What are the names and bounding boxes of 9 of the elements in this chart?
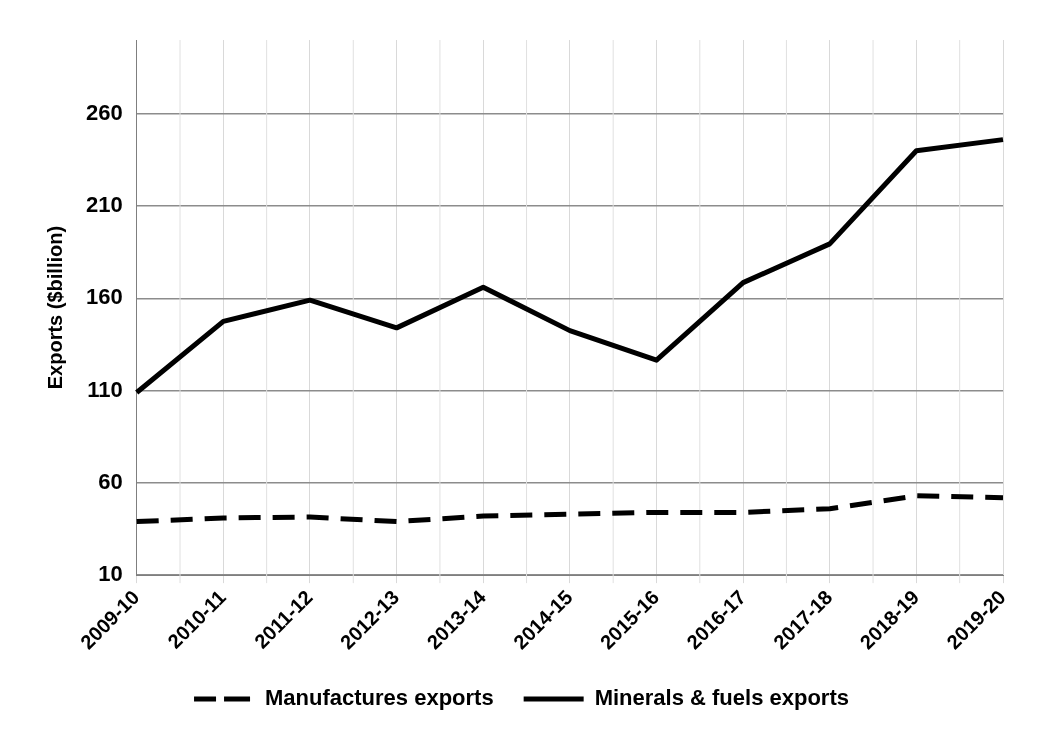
y-tick-label: 260	[85, 99, 123, 125]
y-axis-title: Exports ($billion)	[43, 225, 66, 390]
y-tick-label: 110	[87, 376, 123, 402]
legend-label: Manufactures exports	[265, 685, 494, 711]
y-tick-label: 160	[85, 284, 123, 310]
y-tick-label: 60	[98, 468, 123, 494]
y-tick-label: 210	[85, 192, 123, 218]
y-tick-label: 10	[98, 561, 123, 587]
legend-label: Minerals & fuels exports	[594, 685, 849, 711]
